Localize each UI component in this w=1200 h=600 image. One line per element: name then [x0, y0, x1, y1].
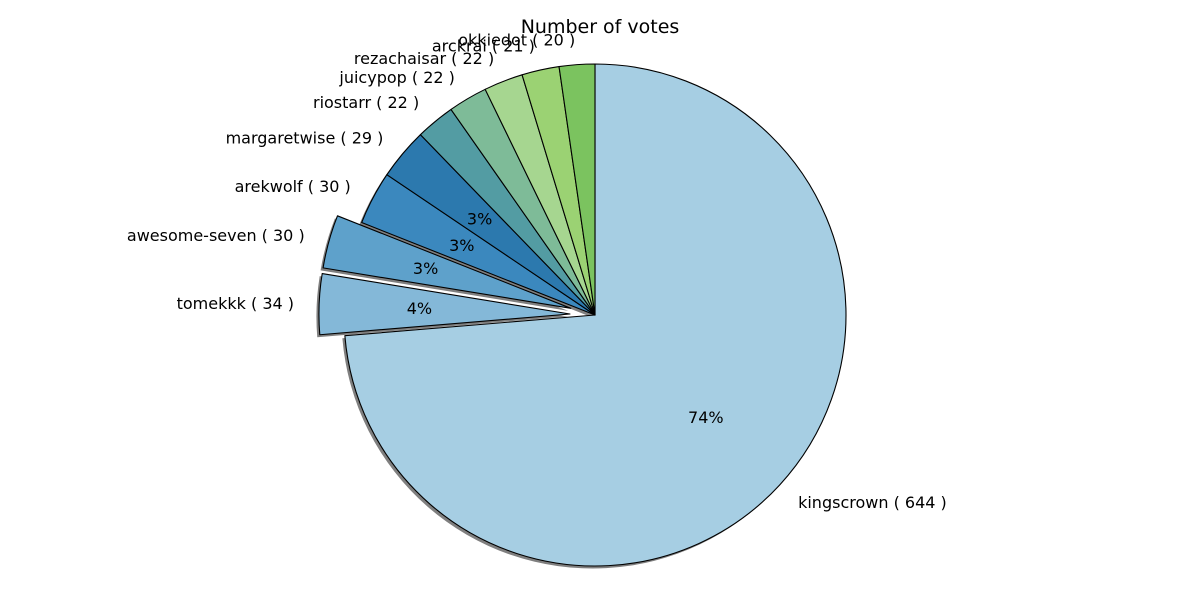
percent-label-awesome-seven: 3%: [413, 259, 438, 278]
slice-label-margaretwise: margaretwise ( 29 ): [226, 129, 384, 148]
slice-label-arckrai: arckrai ( 21 ): [432, 37, 535, 56]
slice-label-rezachaisar: rezachaisar ( 22 ): [354, 49, 494, 68]
pie-slice-awesome-seven: [322, 215, 572, 309]
slice-label-arekwolf: arekwolf ( 30 ): [235, 177, 351, 196]
percent-label-kingscrown: 74%: [688, 408, 724, 427]
pie-slices: [318, 63, 847, 567]
slice-label-okkiedot: okkiedot ( 20 ): [458, 31, 575, 50]
percent-label-arekwolf: 3%: [449, 236, 474, 255]
slice-label-kingscrown: kingscrown ( 644 ): [798, 493, 947, 512]
percent-label-tomekkk: 4%: [407, 299, 432, 318]
percent-labels: 74% 4% 3% 3% 3%: [407, 209, 724, 427]
percent-label-margaretwise: 3%: [467, 209, 492, 228]
pie-slice-okkiedot: [558, 63, 596, 316]
slice-label-juicypop: juicypop ( 22 ): [338, 68, 455, 87]
slice-label-awesome-seven: awesome-seven ( 30 ): [127, 226, 305, 245]
slice-labels: kingscrown ( 644 ) tomekkk ( 34 ) awesome-…: [127, 31, 947, 512]
slice-label-riostarr: riostarr ( 22 ): [313, 93, 419, 112]
pie-slice-tomekkk: [318, 273, 571, 336]
chart-title: Number of votes: [521, 16, 680, 38]
slice-label-tomekkk: tomekkk ( 34 ): [177, 294, 294, 313]
